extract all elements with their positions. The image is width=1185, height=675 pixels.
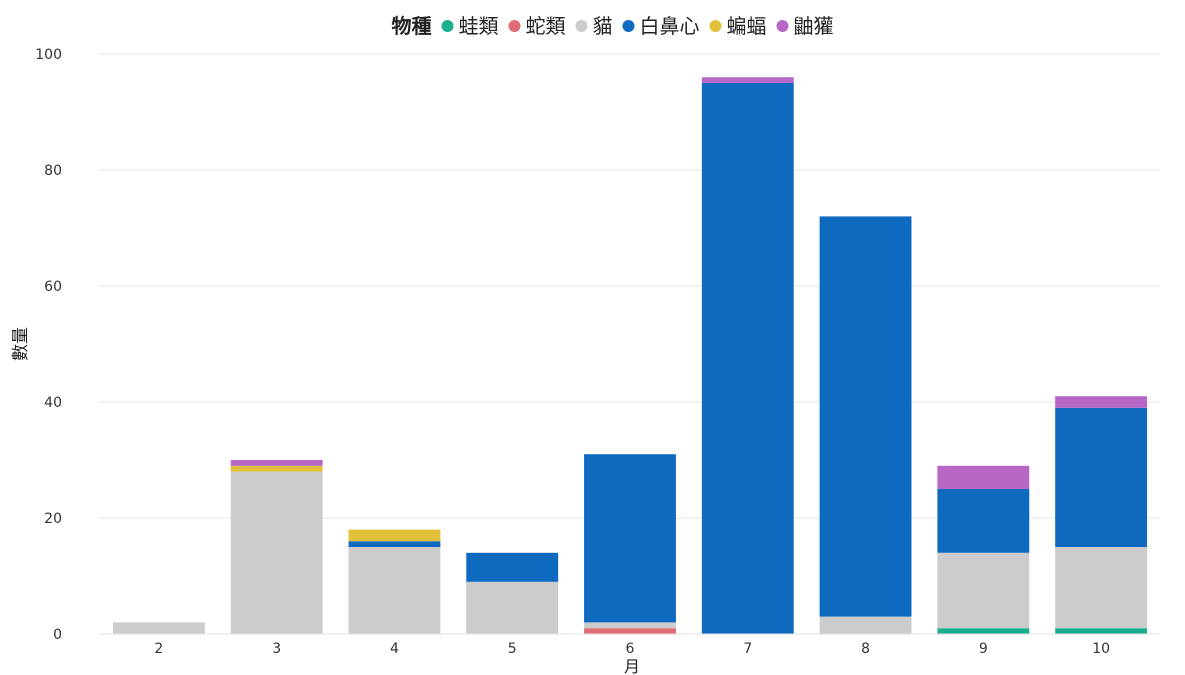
legend-swatch xyxy=(441,20,454,32)
y-tick-label: 60 xyxy=(44,279,62,295)
bar-segment[interactable] xyxy=(230,465,323,472)
gridlines xyxy=(100,53,1160,519)
bar-segment[interactable] xyxy=(348,541,441,547)
legend-label: 蛇類 xyxy=(526,14,566,38)
x-axis-label: 月 xyxy=(624,657,640,675)
legend-title: 物種 xyxy=(392,14,432,38)
bar-segment[interactable] xyxy=(819,216,912,617)
bar-segment[interactable] xyxy=(348,547,441,634)
bar-segment[interactable] xyxy=(819,616,912,634)
legend-swatch xyxy=(508,20,521,32)
bar-segment[interactable] xyxy=(1055,407,1148,547)
bar-segment[interactable] xyxy=(230,460,323,466)
legend-swatch xyxy=(622,20,635,32)
y-tick-label: 20 xyxy=(44,511,62,527)
bar-segment[interactable] xyxy=(937,552,1030,629)
bar-segment[interactable] xyxy=(937,489,1030,553)
legend-label: 蝙蝠 xyxy=(727,14,767,38)
bars xyxy=(112,77,1148,634)
x-tick-label: 4 xyxy=(390,641,399,657)
bar-segment[interactable] xyxy=(466,552,559,582)
y-tick-label: 40 xyxy=(44,395,62,411)
x-tick-label: 5 xyxy=(508,641,517,657)
legend-swatch xyxy=(709,20,722,32)
bar-segment[interactable] xyxy=(701,83,794,634)
y-axis-label: 數量 xyxy=(11,327,31,361)
bar-segment[interactable] xyxy=(937,465,1030,489)
legend-label: 白鼻心 xyxy=(640,14,700,38)
bar-segment[interactable] xyxy=(466,581,559,634)
legend-item[interactable]: 貓 xyxy=(575,14,613,38)
y-axis-ticks: 0 20 40 60 80 100 xyxy=(35,47,62,643)
bar-segment[interactable] xyxy=(937,628,1030,634)
legend[interactable]: 物種 蛙類 蛇類 貓 白鼻心 蝙蝠 鼬獾 xyxy=(392,14,834,38)
bar-segment[interactable] xyxy=(348,529,441,542)
bar-segment[interactable] xyxy=(584,622,676,629)
legend-label: 貓 xyxy=(593,14,613,38)
y-tick-label: 80 xyxy=(44,163,62,179)
legend-swatch xyxy=(575,20,588,32)
x-tick-label: 6 xyxy=(626,641,635,657)
x-tick-label: 3 xyxy=(272,641,281,657)
bar-segment[interactable] xyxy=(584,454,676,623)
bar-segment[interactable] xyxy=(230,471,323,634)
bar-segment[interactable] xyxy=(1055,628,1148,634)
legend-item[interactable]: 蝙蝠 xyxy=(709,14,767,38)
legend-swatch xyxy=(776,20,789,32)
bar-segment[interactable] xyxy=(112,622,205,634)
legend-item[interactable]: 白鼻心 xyxy=(622,14,700,38)
legend-item[interactable]: 蛙類 xyxy=(441,14,499,38)
bar-segment[interactable] xyxy=(701,77,794,83)
legend-item[interactable]: 鼬獾 xyxy=(776,14,834,38)
x-tick-label: 7 xyxy=(743,641,752,657)
bar-segment[interactable] xyxy=(584,628,676,634)
x-tick-label: 9 xyxy=(979,641,988,657)
y-tick-label: 0 xyxy=(53,627,62,643)
legend-item[interactable]: 蛇類 xyxy=(508,14,566,38)
bar-segment[interactable] xyxy=(1055,396,1148,408)
bar-segment[interactable] xyxy=(1055,547,1148,629)
x-tick-label: 2 xyxy=(154,641,163,657)
legend-label: 蛙類 xyxy=(459,14,499,38)
x-tick-label: 8 xyxy=(861,641,870,657)
y-tick-label: 100 xyxy=(35,47,62,63)
x-axis-ticks: 2 3 4 5 6 7 8 9 10 xyxy=(154,641,1110,657)
legend-label: 鼬獾 xyxy=(794,14,834,38)
x-tick-label: 10 xyxy=(1092,641,1110,657)
